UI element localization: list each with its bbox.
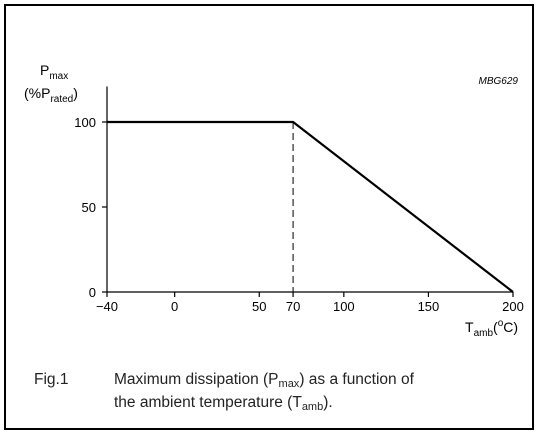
plot-area: [107, 120, 514, 293]
x-tick-label: 150: [418, 299, 440, 314]
x-tick-label: 50: [252, 299, 266, 314]
y-axis-label-line1: Pmax: [40, 62, 68, 82]
y-tick-label: 0: [89, 285, 96, 300]
x-tick-label: 0: [171, 299, 178, 314]
figure-code: MBG629: [479, 76, 519, 87]
figure-frame: [4, 4, 534, 430]
axes: [106, 86, 513, 293]
figure-caption: Fig.1 Maximum dissipation (Pmax) as a fun…: [34, 368, 514, 414]
x-axis-label: Tamb(oC): [465, 318, 518, 339]
x-ticks: −40 0 50 70 100 150 200: [96, 292, 524, 314]
caption-line-1: Fig.1 Maximum dissipation (Pmax) as a fun…: [34, 368, 514, 391]
y-axis-label-line2: (%Prated): [24, 85, 78, 105]
figure-number: Fig.1: [34, 371, 69, 388]
x-tick-label: −40: [96, 299, 118, 314]
y-ticks: 0 50 100: [74, 115, 107, 300]
x-tick-label: 100: [333, 299, 355, 314]
x-tick-label: 200: [502, 299, 524, 314]
caption-line-2: the ambient temperature (Tamb).: [114, 394, 333, 413]
x-tick-label: 70: [286, 299, 300, 314]
derating-curve: [107, 120, 514, 293]
y-tick-label: 50: [82, 200, 96, 215]
y-tick-label: 100: [74, 115, 96, 130]
